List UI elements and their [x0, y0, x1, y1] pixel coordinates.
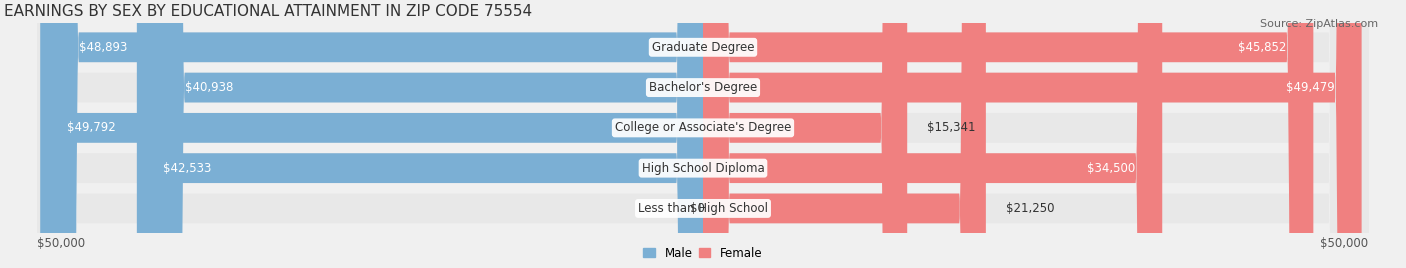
Legend: Male, Female: Male, Female [638, 242, 768, 265]
Text: $49,792: $49,792 [67, 121, 115, 134]
FancyBboxPatch shape [38, 0, 1368, 268]
FancyBboxPatch shape [38, 0, 1368, 268]
Text: Source: ZipAtlas.com: Source: ZipAtlas.com [1260, 19, 1378, 29]
Text: $34,500: $34,500 [1087, 162, 1136, 175]
Text: $50,000: $50,000 [38, 237, 86, 250]
FancyBboxPatch shape [703, 0, 986, 268]
FancyBboxPatch shape [703, 0, 907, 268]
Text: $40,938: $40,938 [184, 81, 233, 94]
FancyBboxPatch shape [38, 0, 1368, 268]
Text: Less than High School: Less than High School [638, 202, 768, 215]
FancyBboxPatch shape [52, 0, 703, 268]
Text: $50,000: $50,000 [1320, 237, 1368, 250]
Text: EARNINGS BY SEX BY EDUCATIONAL ATTAINMENT IN ZIP CODE 75554: EARNINGS BY SEX BY EDUCATIONAL ATTAINMEN… [4, 4, 533, 19]
FancyBboxPatch shape [136, 0, 703, 268]
Text: $0: $0 [690, 202, 704, 215]
FancyBboxPatch shape [703, 0, 1313, 268]
FancyBboxPatch shape [703, 0, 1361, 268]
Text: $49,479: $49,479 [1286, 81, 1336, 94]
FancyBboxPatch shape [157, 0, 703, 268]
Text: $48,893: $48,893 [79, 41, 127, 54]
Text: $15,341: $15,341 [927, 121, 976, 134]
Text: High School Diploma: High School Diploma [641, 162, 765, 175]
FancyBboxPatch shape [38, 0, 1368, 268]
Text: Bachelor's Degree: Bachelor's Degree [650, 81, 756, 94]
Text: Graduate Degree: Graduate Degree [652, 41, 754, 54]
Text: $21,250: $21,250 [1005, 202, 1054, 215]
FancyBboxPatch shape [41, 0, 703, 268]
Text: College or Associate's Degree: College or Associate's Degree [614, 121, 792, 134]
Text: $42,533: $42,533 [163, 162, 212, 175]
Text: $45,852: $45,852 [1239, 41, 1286, 54]
FancyBboxPatch shape [38, 0, 1368, 268]
FancyBboxPatch shape [703, 0, 1163, 268]
